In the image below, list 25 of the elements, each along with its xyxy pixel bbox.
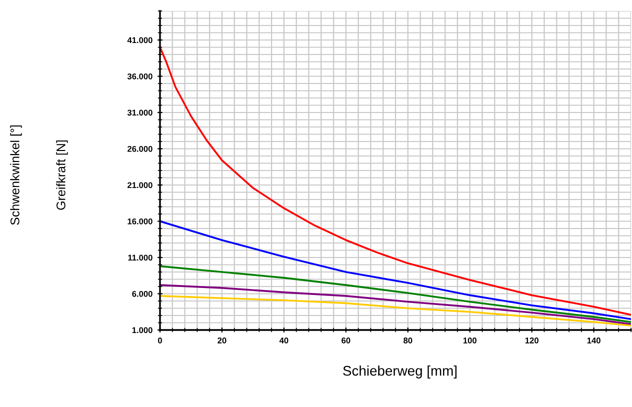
line-series: [160, 284, 631, 326]
line-series: [160, 295, 631, 327]
x-tick-label: 100: [463, 338, 476, 344]
line-series: [160, 220, 631, 320]
y-tick-label: 26.000: [128, 146, 152, 152]
y-tick-label: 31.000: [127, 110, 152, 116]
x-tick-label: 120: [525, 338, 538, 344]
x-tick-label: 140: [587, 338, 600, 344]
y-tick-label: 1.000: [132, 327, 152, 334]
x-tick-label: 40: [279, 338, 288, 344]
x-tick-label: 80: [404, 338, 412, 344]
y-tick-label: 41.000: [127, 37, 152, 44]
y-tick-label: 21.000: [128, 182, 152, 188]
line-series: [160, 265, 631, 323]
x-tick-label: 0: [158, 338, 162, 344]
y-tick-label: 36.000: [127, 73, 152, 80]
text: Schwenkwinkel [°]: [10, 125, 22, 225]
line-series: [160, 46, 631, 316]
y-axis-title: Greifkraft [N]: [56, 140, 68, 210]
y-tick-label: 11.000: [128, 254, 152, 261]
y-tick-label: 6.000: [132, 290, 152, 297]
x-tick-label: 60: [342, 338, 350, 344]
y-tick-label: 16.000: [128, 218, 152, 224]
x-tick-label: 20: [218, 338, 226, 344]
x-axis-title: Schieberweg [mm]: [343, 366, 457, 378]
